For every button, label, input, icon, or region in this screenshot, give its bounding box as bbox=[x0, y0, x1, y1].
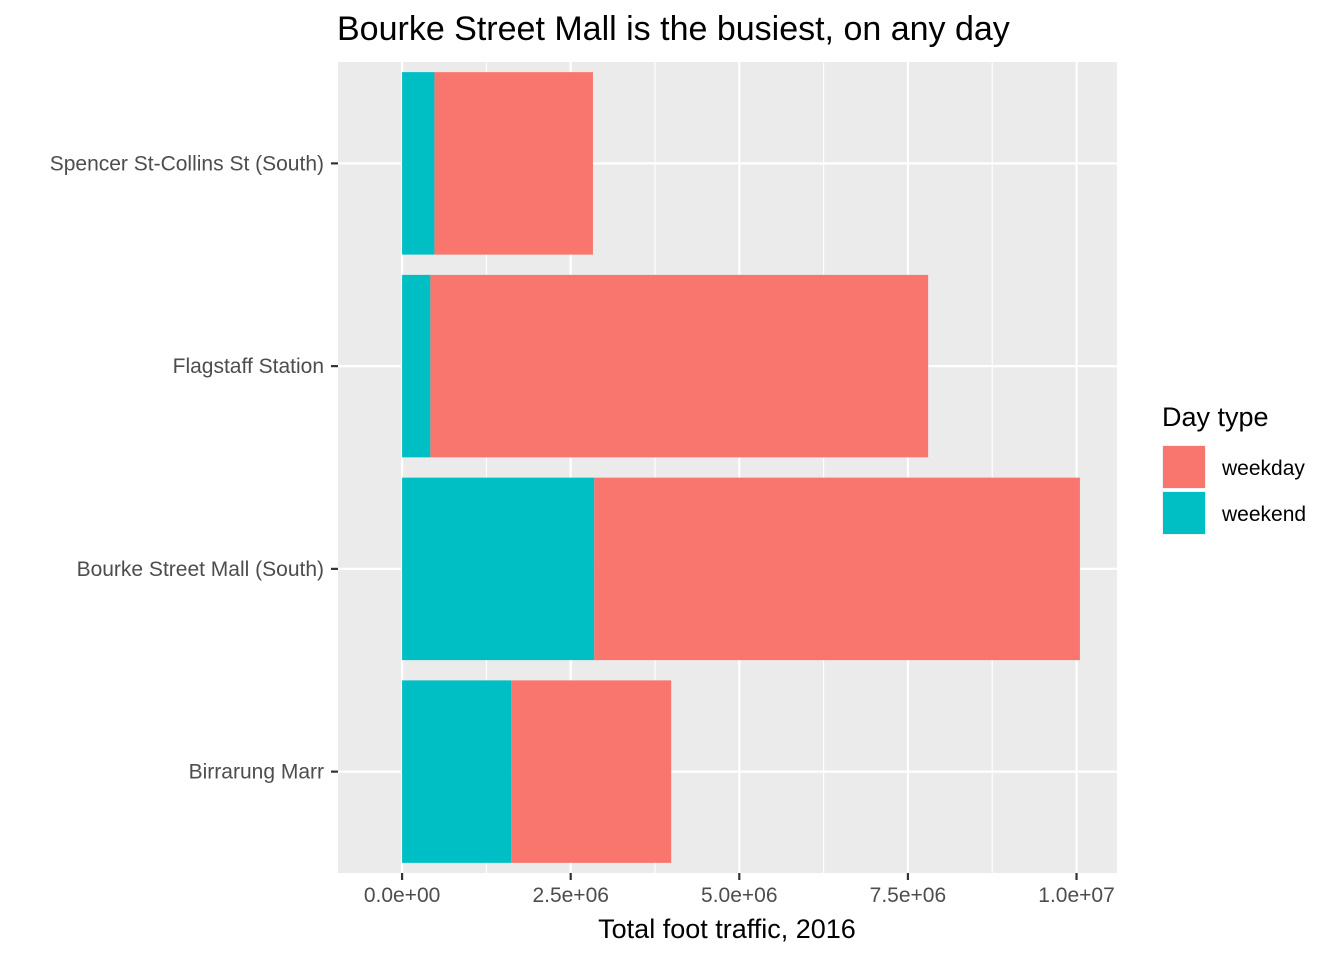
bars bbox=[402, 72, 1080, 863]
legend-key-weekend bbox=[1163, 492, 1205, 534]
legend-label-weekday: weekday bbox=[1221, 457, 1305, 480]
y-tick-label: Bourke Street Mall (South) bbox=[77, 558, 324, 581]
x-tick-label: 1.0e+07 bbox=[1038, 884, 1115, 907]
legend: Day type weekday weekend bbox=[1162, 402, 1306, 535]
y-tick-label: Spencer St-Collins St (South) bbox=[50, 152, 324, 175]
x-tick-label: 7.5e+06 bbox=[870, 884, 947, 907]
bar-weekday bbox=[511, 680, 672, 863]
x-axis: 0.0e+00 2.5e+06 5.0e+06 7.5e+06 1.0e+07 bbox=[364, 873, 1115, 907]
x-tick-label: 0.0e+00 bbox=[364, 884, 441, 907]
bar-weekday bbox=[430, 274, 929, 458]
y-tick-label: Flagstaff Station bbox=[173, 355, 324, 378]
legend-key-weekday bbox=[1163, 446, 1205, 488]
bar-weekend bbox=[402, 274, 431, 458]
bar-weekday bbox=[434, 72, 593, 255]
x-axis-title: Total foot traffic, 2016 bbox=[598, 914, 856, 944]
x-tick-label: 5.0e+06 bbox=[701, 884, 778, 907]
bar-weekday bbox=[594, 477, 1080, 661]
bar-weekend bbox=[402, 680, 512, 863]
bar-weekend bbox=[402, 72, 435, 255]
x-tick-label: 2.5e+06 bbox=[532, 884, 609, 907]
legend-title: Day type bbox=[1162, 402, 1269, 432]
legend-label-weekend: weekend bbox=[1221, 503, 1306, 526]
y-axis: Spencer St-Collins St (South) Flagstaff S… bbox=[50, 152, 338, 784]
chart-title: Bourke Street Mall is the busiest, on an… bbox=[337, 10, 1010, 48]
bar-weekend bbox=[402, 477, 595, 661]
y-tick-label: Birrarung Marr bbox=[189, 761, 324, 784]
